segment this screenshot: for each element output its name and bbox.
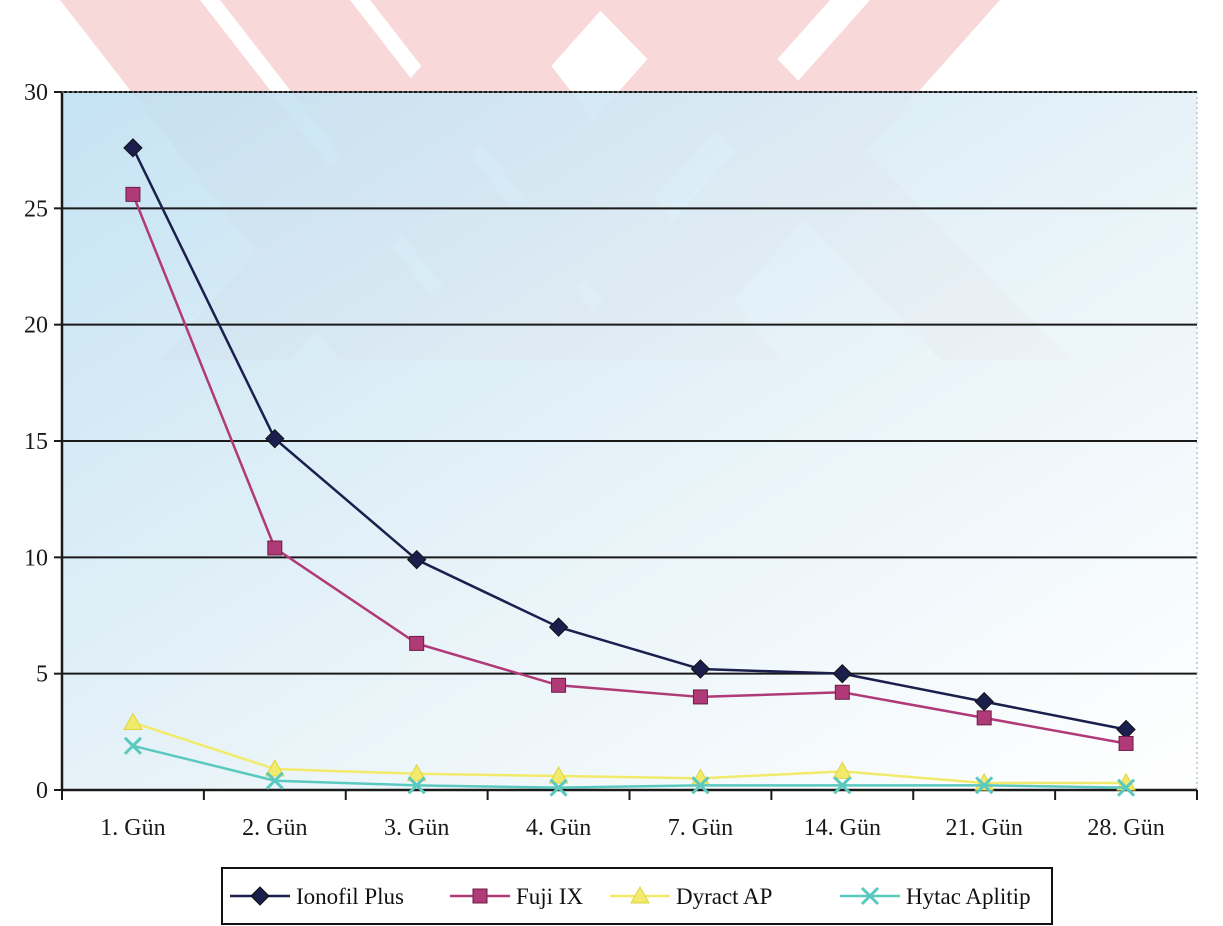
data-point	[265, 428, 285, 449]
data-point	[692, 689, 708, 705]
y-tick-label: 25	[24, 196, 48, 222]
x-tick-label: 2. Gün	[242, 815, 307, 841]
y-tick-label: 15	[24, 429, 48, 455]
y-axis-ticks: 0 5 10 15 20 25 30	[24, 80, 62, 804]
legend-label: Ionofil Plus	[296, 884, 404, 909]
data-point	[833, 776, 852, 795]
data-point	[264, 759, 285, 777]
series-line	[132, 721, 1127, 785]
legend-entry: Fuji IX	[450, 884, 583, 909]
data-point	[690, 659, 711, 679]
data-point	[1118, 735, 1134, 751]
legend-marker	[630, 885, 650, 904]
data-point	[123, 736, 142, 755]
data-point	[125, 186, 141, 202]
series-hytac-aplitip	[123, 736, 1136, 797]
data-point	[834, 684, 850, 700]
x-tick-label: 21. Gün	[946, 815, 1023, 841]
data-point	[407, 776, 426, 795]
y-tick-label: 20	[24, 313, 48, 339]
x-tick-label: 1. Gün	[100, 815, 165, 841]
data-point	[548, 766, 569, 784]
legend-label: Fuji IX	[516, 884, 583, 909]
x-tick-label: 28. Gün	[1087, 815, 1164, 841]
series-group	[123, 138, 1136, 797]
series-ionofil-plus	[123, 138, 1136, 740]
legend-marker	[860, 886, 880, 906]
data-point	[832, 663, 853, 684]
y-tick-label: 10	[24, 545, 48, 571]
data-point	[1117, 778, 1136, 797]
series-fuji-ix	[125, 186, 1134, 751]
y-tick-label: 30	[24, 80, 48, 106]
legend-box	[221, 867, 1053, 925]
data-point	[551, 677, 567, 693]
legend-entry: Dyract AP	[610, 884, 772, 909]
x-tick-label: 7. Gün	[668, 815, 733, 841]
data-point	[549, 778, 568, 797]
data-point	[975, 776, 994, 795]
y-tick-label: 5	[36, 662, 48, 688]
series-line	[131, 147, 1127, 731]
x-tick-label: 3. Gün	[384, 815, 449, 841]
data-point	[548, 617, 569, 637]
gridlines	[62, 91, 1197, 675]
legend: Ionofil Plus Fuji IX Dyract AP Hytac Apliti…	[221, 867, 1053, 925]
legend-marker	[250, 886, 270, 906]
x-tick-label: 14. Gün	[804, 815, 881, 841]
data-point	[832, 761, 853, 779]
y-tick-label: 0	[36, 778, 48, 804]
x-tick-label: 4. Gün	[526, 815, 591, 841]
legend-entry: Ionofil Plus	[230, 884, 404, 909]
data-point	[265, 771, 284, 790]
data-point	[123, 138, 143, 158]
data-point	[406, 549, 427, 570]
x-axis-ticks: 1. Gün 2. Gün 3. Gün 4. Gün 7. Gün 14. Gün 21.…	[61, 790, 1198, 841]
data-point	[976, 710, 992, 726]
legend-label: Hytac Aplitip	[906, 884, 1031, 909]
data-point	[691, 776, 710, 795]
legend-entry: Hytac Aplitip	[840, 884, 1031, 909]
legend-label: Dyract AP	[676, 884, 772, 909]
legend-marker	[472, 888, 488, 904]
data-point	[409, 635, 425, 651]
series-line	[132, 744, 1127, 789]
series-line	[131, 193, 1127, 745]
data-point	[406, 763, 427, 782]
data-point	[123, 712, 143, 731]
data-point	[267, 540, 283, 556]
